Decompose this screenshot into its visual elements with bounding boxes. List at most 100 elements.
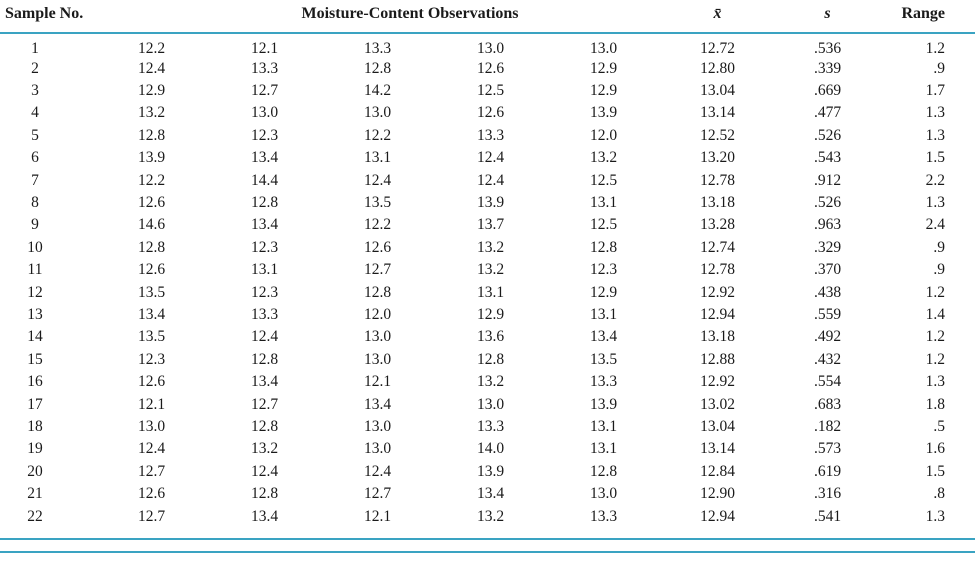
cell-range: 1.2: [925, 350, 945, 368]
cell-obs-1: 13.5: [137, 328, 166, 346]
table-row: 18 13.0 12.8 13.0 13.3 13.1 13.04 .182 .5: [0, 415, 975, 437]
cell-sample-no: 7: [31, 171, 39, 189]
cell-mean: 12.94: [700, 305, 735, 323]
header-range: Range: [880, 2, 975, 34]
cell-obs-2: 12.4: [250, 462, 279, 480]
cell-mean: 13.18: [700, 194, 735, 212]
table-body: 1 12.2 12.1 13.3 13.0 13.0 12.72 .536 1.2 2 12.4 13…: [0, 33, 975, 527]
cell-obs-5: 13.2: [589, 149, 618, 167]
cell-obs-3: 13.0: [363, 417, 392, 435]
cell-sample-no: 9: [31, 216, 39, 234]
cell-obs-1: 12.6: [137, 261, 166, 279]
header-row: Sample No. Moisture-Content Observations…: [0, 2, 975, 34]
table-row: 11 12.6 13.1 12.7 13.2 12.3 12.78 .370 .9: [0, 259, 975, 281]
cell-obs-3: 12.2: [363, 216, 392, 234]
cell-mean: 12.94: [700, 507, 735, 525]
cell-obs-3: 13.1: [363, 149, 392, 167]
cell-obs-5: 13.9: [589, 104, 618, 122]
cell-mean: 12.72: [700, 40, 735, 57]
cell-obs-2: 13.4: [250, 216, 279, 234]
cell-obs-4: 13.3: [476, 126, 505, 144]
cell-mean: 12.52: [700, 126, 735, 144]
cell-sample-no: 15: [27, 350, 43, 368]
cell-range: 1.6: [925, 440, 945, 458]
cell-obs-2: 12.8: [250, 485, 279, 503]
cell-std-dev: .526: [813, 194, 842, 212]
cell-obs-2: 12.8: [250, 194, 279, 212]
cell-std-dev: .492: [813, 328, 842, 346]
cell-obs-2: 12.7: [250, 395, 279, 413]
bottom-rule: [0, 538, 975, 541]
cell-mean: 12.78: [700, 261, 735, 279]
cell-obs-4: 12.6: [476, 59, 505, 77]
cell-obs-1: 12.8: [137, 238, 166, 256]
cell-std-dev: .370: [813, 261, 842, 279]
cell-std-dev: .619: [813, 462, 842, 480]
cell-range: 1.5: [925, 149, 945, 167]
table-row: 14 13.5 12.4 13.0 13.6 13.4 13.18 .492 1.2: [0, 326, 975, 348]
cell-obs-2: 12.8: [250, 417, 279, 435]
cell-obs-5: 12.9: [589, 59, 618, 77]
bottom-rule: [0, 551, 975, 554]
table-row: 3 12.9 12.7 14.2 12.5 12.9 13.04 .669 1.7: [0, 79, 975, 101]
table-row: 8 12.6 12.8 13.5 13.9 13.1 13.18 .526 1.3: [0, 191, 975, 213]
cell-range: 1.2: [925, 283, 945, 301]
cell-obs-2: 13.4: [250, 507, 279, 525]
cell-sample-no: 1: [31, 40, 39, 57]
cell-std-dev: .963: [813, 216, 842, 234]
cell-std-dev: .477: [813, 104, 842, 122]
table-row: 19 12.4 13.2 13.0 14.0 13.1 13.14 .573 1.6: [0, 438, 975, 460]
cell-obs-5: 12.3: [589, 261, 618, 279]
cell-obs-1: 13.5: [137, 283, 166, 301]
cell-std-dev: .543: [813, 149, 842, 167]
cell-sample-no: 19: [27, 440, 43, 458]
cell-obs-3: 12.0: [363, 305, 392, 323]
cell-mean: 13.20: [700, 149, 735, 167]
cell-obs-2: 13.3: [250, 59, 279, 77]
cell-obs-1: 13.9: [137, 149, 166, 167]
cell-mean: 12.78: [700, 171, 735, 189]
cell-obs-2: 13.2: [250, 440, 279, 458]
cell-mean: 13.18: [700, 328, 735, 346]
cell-sample-no: 13: [27, 305, 43, 323]
cell-sample-no: 10: [27, 238, 43, 256]
cell-sample-no: 6: [31, 149, 39, 167]
cell-std-dev: .669: [813, 82, 842, 100]
cell-obs-3: 13.0: [363, 104, 392, 122]
cell-range: 2.2: [925, 171, 945, 189]
cell-obs-5: 13.0: [589, 485, 618, 503]
cell-std-dev: .526: [813, 126, 842, 144]
cell-sample-no: 17: [27, 395, 43, 413]
cell-obs-5: 13.3: [589, 507, 618, 525]
cell-obs-1: 12.3: [137, 350, 166, 368]
cell-obs-5: 13.1: [589, 194, 618, 212]
cell-obs-5: 13.0: [589, 40, 618, 57]
cell-obs-5: 12.9: [589, 82, 618, 100]
cell-obs-4: 14.0: [476, 440, 505, 458]
cell-obs-5: 12.5: [589, 171, 618, 189]
cell-range: 1.3: [925, 373, 945, 391]
cell-obs-1: 12.2: [137, 40, 166, 57]
table-row: 2 12.4 13.3 12.8 12.6 12.9 12.80 .339 .9: [0, 57, 975, 79]
cell-sample-no: 2: [31, 59, 39, 77]
table-row: 7 12.2 14.4 12.4 12.4 12.5 12.78 .912 2.2: [0, 169, 975, 191]
cell-range: 2.4: [925, 216, 945, 234]
cell-std-dev: .912: [813, 171, 842, 189]
cell-obs-3: 13.3: [363, 40, 392, 57]
cell-obs-5: 12.5: [589, 216, 618, 234]
cell-obs-2: 14.4: [250, 171, 279, 189]
cell-sample-no: 22: [27, 507, 43, 525]
cell-obs-5: 13.1: [589, 417, 618, 435]
cell-obs-1: 12.1: [137, 395, 166, 413]
moisture-content-table: Sample No. Moisture-Content Observations…: [0, 2, 975, 527]
cell-obs-2: 13.3: [250, 305, 279, 323]
cell-std-dev: .339: [813, 59, 842, 77]
header-observations: Moisture-Content Observations: [95, 2, 660, 34]
cell-range: 1.2: [925, 40, 945, 57]
cell-range: 1.7: [925, 82, 945, 100]
cell-range: 1.2: [925, 328, 945, 346]
cell-obs-1: 12.6: [137, 194, 166, 212]
cell-std-dev: .536: [813, 40, 842, 57]
cell-obs-3: 14.2: [363, 82, 392, 100]
table-row: 4 13.2 13.0 13.0 12.6 13.9 13.14 .477 1.3: [0, 102, 975, 124]
